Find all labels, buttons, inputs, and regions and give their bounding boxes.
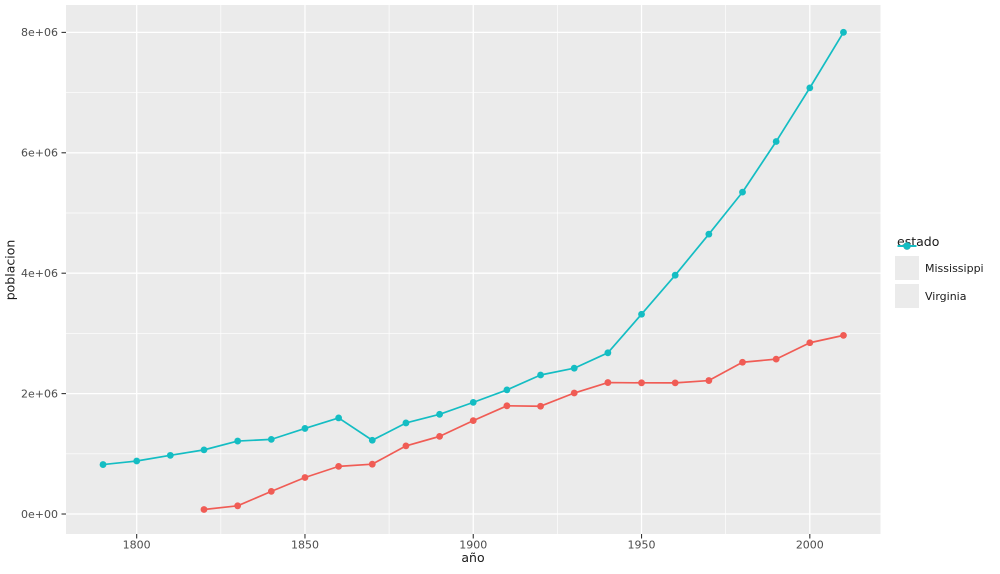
y-tick-label: 8e+06: [21, 26, 58, 39]
data-point-virginia: [335, 414, 343, 422]
data-point-virginia: [638, 310, 645, 318]
data-point-mississippi: [705, 377, 713, 384]
data-point-mississippi: [638, 379, 645, 387]
data-point-mississippi: [604, 379, 612, 386]
data-point-virginia: [267, 435, 275, 443]
data-point-mississippi: [200, 506, 208, 513]
data-point-mississippi: [739, 358, 746, 366]
data-point-mississippi: [537, 402, 544, 410]
legend-item-mississippi: Mississippi: [895, 242, 984, 280]
data-point-virginia: [739, 188, 746, 196]
x-tick-label: 1950: [628, 539, 656, 552]
data-point-mississippi: [402, 442, 410, 450]
data-point-virginia: [166, 451, 174, 459]
data-point-virginia: [840, 28, 847, 36]
data-point-mississippi: [335, 462, 343, 470]
data-point-virginia: [436, 410, 443, 418]
data-point-mississippi: [772, 355, 780, 363]
data-point-virginia: [570, 364, 578, 372]
x-tick-label: 1900: [459, 539, 487, 552]
data-point-virginia: [402, 419, 410, 427]
y-axis-title: poblacion: [2, 239, 18, 301]
data-point-mississippi: [301, 474, 309, 481]
data-point-mississippi: [570, 389, 578, 397]
data-point-mississippi: [806, 339, 814, 347]
legend-key-icon: [895, 242, 919, 280]
data-point-virginia: [604, 349, 612, 357]
data-point-virginia: [469, 398, 477, 406]
data-point-virginia: [537, 371, 544, 379]
data-point-mississippi: [234, 502, 242, 510]
data-point-virginia: [99, 461, 107, 468]
data-point-mississippi: [267, 487, 275, 495]
legend-items: Mississippi Virginia: [895, 242, 984, 308]
legend-key-icon: [895, 242, 919, 308]
legend: estado Mississippi Virginia: [895, 234, 984, 312]
data-point-virginia: [368, 436, 376, 444]
y-tick-label: 2e+06: [21, 387, 58, 400]
data-point-virginia: [503, 386, 511, 394]
x-axis-title: año: [461, 550, 485, 565]
data-point-virginia: [772, 138, 780, 145]
data-point-mississippi: [368, 460, 376, 468]
y-tick-label: 0e+00: [21, 508, 58, 521]
data-point-virginia: [301, 425, 309, 432]
data-point-mississippi: [436, 432, 443, 440]
legend-label: Virginia: [925, 289, 967, 303]
data-point-virginia: [806, 84, 814, 92]
data-point-virginia: [671, 271, 679, 279]
data-point-virginia: [133, 457, 141, 465]
legend-item-virginia: Virginia: [895, 242, 984, 308]
x-tick-label: 1800: [123, 539, 151, 552]
data-point-mississippi: [671, 379, 679, 387]
data-point-virginia: [705, 230, 713, 238]
data-point-mississippi: [840, 331, 847, 339]
x-tick-label: 1850: [291, 539, 319, 552]
series-line-mississippi: [203, 334, 845, 511]
y-tick-label: 6e+06: [21, 147, 58, 160]
data-point-mississippi: [503, 402, 511, 410]
data-point-mississippi: [469, 417, 477, 425]
data-point-virginia: [200, 446, 208, 454]
y-tick-label: 4e+06: [21, 267, 58, 280]
x-tick-label: 2000: [796, 539, 824, 552]
data-point-virginia: [234, 437, 242, 445]
legend-label: Mississippi: [925, 261, 984, 275]
